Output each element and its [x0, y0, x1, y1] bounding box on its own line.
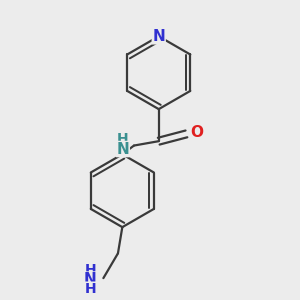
Text: N: N — [152, 29, 165, 44]
Text: H: H — [85, 263, 96, 277]
Text: N: N — [84, 272, 97, 287]
Text: N: N — [116, 142, 129, 157]
Text: H: H — [85, 282, 96, 296]
Text: O: O — [190, 125, 203, 140]
Text: H: H — [117, 132, 129, 146]
